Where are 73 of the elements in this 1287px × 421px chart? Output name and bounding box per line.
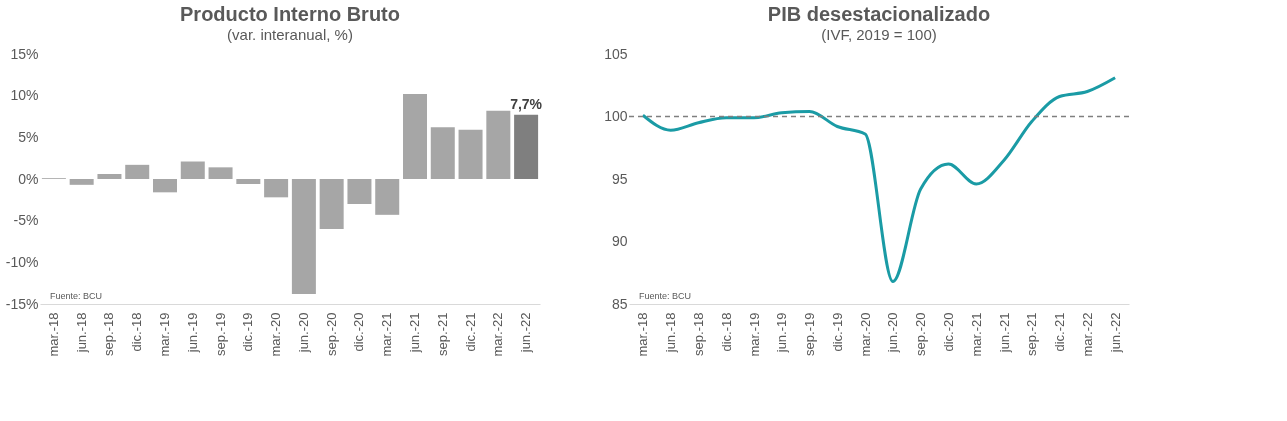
y-tick-label: 95 [611,170,628,187]
x-tick-label: mar.-20 [268,312,284,357]
x-tick-label: jun.-18 [663,312,679,354]
bar [375,179,400,215]
annotation: Fuente: BCU [50,291,103,301]
chart-subtitle: (IVF, 2019 = 100) [821,26,937,43]
x-tick-label: jun.-22 [1107,312,1123,354]
bar [347,179,372,204]
y-tick-label: 0% [18,170,39,187]
chart-subtitle: (var. interanual, %) [227,26,353,43]
y-tick-label: 5% [18,128,39,145]
bar [153,179,177,193]
x-tick-label: jun.-22 [518,312,534,354]
bar [69,179,94,185]
y-tick-label: -5% [13,212,39,229]
y-tick-label: -10% [5,253,39,270]
x-tick-label: dic.-21 [462,312,478,352]
x-tick-label: mar.-22 [490,312,506,357]
bar [264,179,289,198]
bar [208,167,233,179]
bar [319,179,344,229]
x-tick-label: jun.-20 [885,312,901,354]
x-tick-label: sep.-21 [434,312,450,356]
x-tick-label: dic.-20 [351,312,367,352]
y-tick-label: 90 [611,233,628,249]
y-tick-label: 85 [611,295,628,312]
x-tick-label: jun.-20 [295,312,311,354]
x-tick-label: mar.-21 [379,312,395,357]
x-tick-label: sep.-19 [212,312,228,356]
x-tick-label: dic.-18 [129,312,145,352]
x-tick-label: dic.-19 [240,312,256,352]
data-label: 7,7% [510,95,543,112]
x-tick-label: sep.-18 [101,312,117,356]
bar [486,110,511,179]
x-tick-label: jun.-19 [184,312,200,354]
x-tick-label: sep.-19 [802,312,818,356]
bar [125,164,150,179]
line-series [641,76,1117,283]
bar [430,127,455,179]
x-tick-label: mar.-22 [1079,312,1095,357]
x-tick-label: mar.-21 [968,312,984,357]
y-tick-label: 100 [604,108,628,124]
x-tick-label: sep.-21 [1024,312,1040,356]
chart-title: PIB desestacionalizado [767,3,991,25]
y-tick-label: -15% [5,295,39,312]
x-tick-label: mar.-19 [157,312,172,357]
x-tick-label: mar.-18 [45,312,61,357]
y-tick-label: 15% [10,45,39,62]
bar [236,179,261,184]
x-tick-label: jun.-19 [774,312,790,354]
y-tick-label: 10% [10,87,39,104]
x-tick-label: jun.-18 [73,312,89,354]
bar [514,114,539,179]
bar [403,94,427,179]
bar [180,161,205,179]
chart-title: Producto Interno Bruto [180,3,400,25]
x-tick-label: mar.-18 [635,312,651,357]
x-tick-label: sep.-18 [690,312,706,356]
bar [97,174,122,179]
bar [291,179,316,294]
x-tick-label: mar.-19 [746,312,762,357]
y-tick-label: 105 [604,45,628,62]
x-tick-label: mar.-20 [857,312,873,357]
x-tick-label: dic.-19 [829,312,845,352]
annotation: Fuente: BCU [639,291,692,301]
x-tick-label: dic.-21 [1052,312,1068,352]
x-tick-label: sep.-20 [323,312,339,356]
bar [458,129,483,179]
x-tick-label: dic.-20 [940,312,956,352]
x-tick-label: sep.-20 [913,312,929,356]
x-tick-label: dic.-18 [718,312,734,352]
x-tick-label: jun.-21 [407,312,422,354]
x-tick-label: jun.-21 [996,312,1012,354]
